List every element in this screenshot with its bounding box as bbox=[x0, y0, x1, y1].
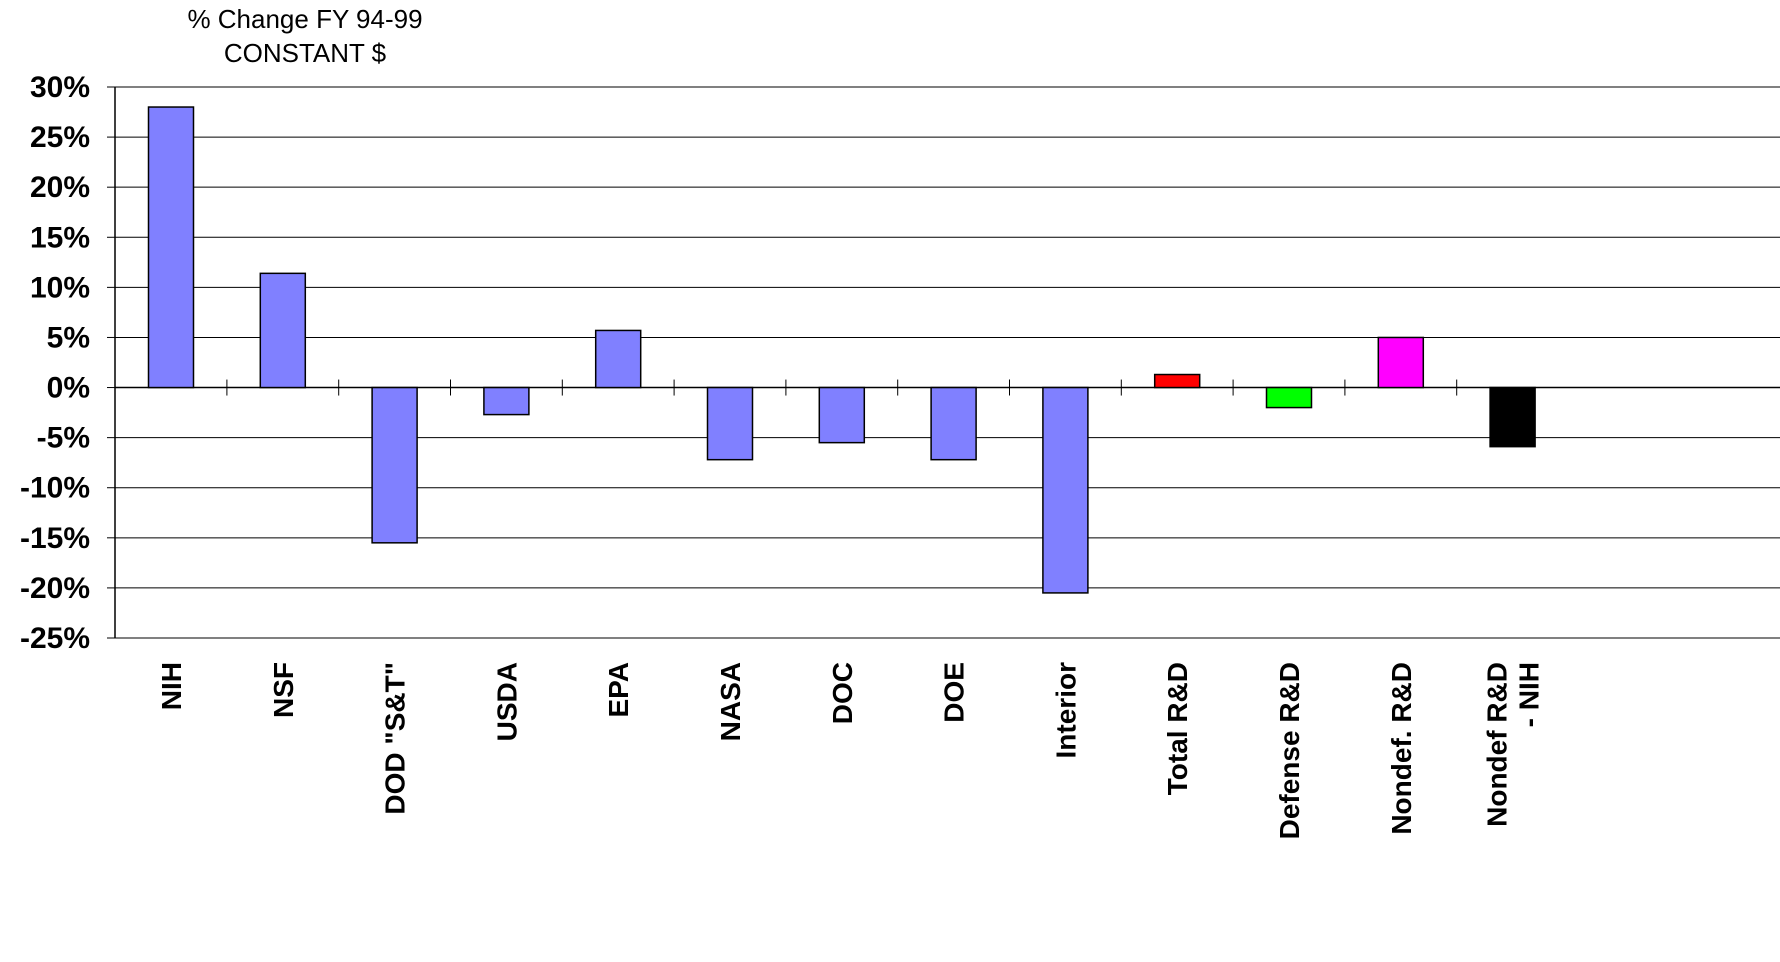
axes bbox=[114, 87, 1780, 638]
gridlines bbox=[107, 86, 1780, 639]
y-tick-label: -25% bbox=[20, 622, 90, 655]
x-tick-label: NSF bbox=[268, 662, 299, 718]
y-tick-label: -5% bbox=[37, 422, 90, 455]
chart-title: % Change FY 94-99 CONSTANT $ bbox=[187, 4, 422, 68]
bar bbox=[818, 386, 866, 444]
x-tick-label: Nondef R&D bbox=[1482, 662, 1513, 827]
bar bbox=[706, 386, 754, 461]
chart-title-line-2: CONSTANT $ bbox=[224, 38, 387, 68]
bar bbox=[930, 386, 977, 461]
x-tick-label: Defense R&D bbox=[1274, 662, 1305, 839]
y-tick-label: 10% bbox=[30, 271, 90, 304]
y-tick-label: 30% bbox=[30, 71, 90, 104]
y-tick-label: 20% bbox=[30, 171, 90, 204]
bar bbox=[1153, 373, 1201, 389]
x-tick-label: NIH bbox=[156, 662, 187, 710]
bar bbox=[1489, 386, 1536, 448]
y-tick-label: 15% bbox=[30, 221, 90, 254]
bar bbox=[1042, 386, 1089, 594]
x-tick-label: Total R&D bbox=[1162, 662, 1193, 795]
bar bbox=[1265, 386, 1313, 409]
x-tick-label: USDA bbox=[491, 662, 522, 741]
y-tick-label: 5% bbox=[47, 321, 90, 354]
x-tick-label: EPA bbox=[603, 662, 634, 718]
y-tick-label: -20% bbox=[20, 572, 90, 605]
bar bbox=[594, 329, 642, 389]
bar bbox=[259, 272, 307, 389]
bars bbox=[147, 106, 1536, 594]
y-axis-tick-labels: 30% 25% 20% 15% 10% 5% 0% -5% -10% -15% -20% -25% bbox=[20, 71, 90, 655]
bar bbox=[1377, 336, 1425, 389]
x-tick-label: NASA bbox=[715, 662, 746, 741]
y-tick-label: -15% bbox=[20, 522, 90, 555]
chart-title-line-1: % Change FY 94-99 bbox=[187, 4, 422, 34]
y-tick-label: 0% bbox=[47, 372, 90, 405]
y-tick-label: -10% bbox=[20, 472, 90, 505]
x-tick-label: - NIH bbox=[1514, 662, 1545, 727]
x-tick-label: DOC bbox=[827, 662, 858, 724]
x-tick-label: DOD "S&T" bbox=[380, 662, 411, 815]
bar bbox=[371, 386, 418, 544]
y-tick-label: 25% bbox=[30, 121, 90, 154]
bar bbox=[483, 386, 530, 416]
bar bbox=[147, 106, 195, 389]
x-axis-tick-labels: NIH NSF DOD "S&T" USDA EPA NASA DOC DOE Interior… bbox=[156, 662, 1545, 839]
x-tick-label: Interior bbox=[1050, 662, 1081, 759]
x-tick-label: Nondef. R&D bbox=[1386, 662, 1417, 835]
x-tick-label: DOE bbox=[939, 662, 970, 723]
